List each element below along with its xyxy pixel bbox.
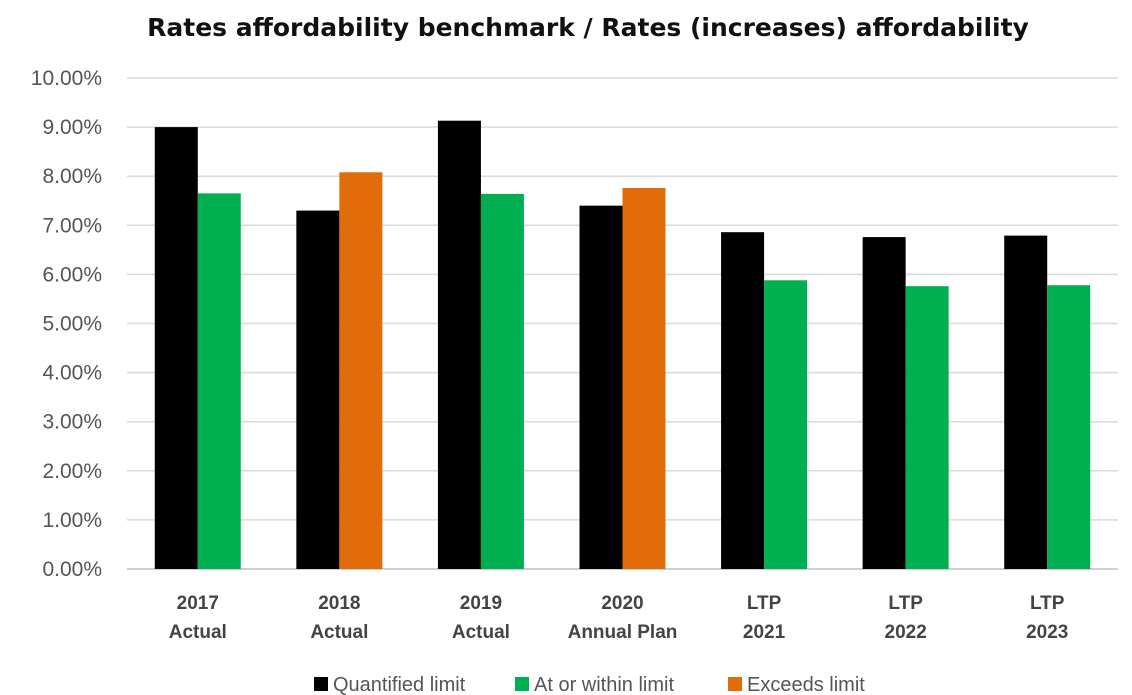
bar-quantified-limit — [154, 127, 198, 569]
x-tick-label: Actual — [310, 622, 368, 643]
x-tick-label: Actual — [169, 622, 227, 643]
bars — [154, 120, 1091, 570]
y-tick-label: 10.00% — [31, 67, 102, 90]
bar-quantified-limit — [721, 232, 765, 569]
x-axis: 2017 Actual 2018 Actual 2019 Actual 2020 Annual… — [169, 593, 1069, 643]
chart-title: Rates affordability benchmark / Rates (i… — [147, 13, 1029, 42]
y-tick-label: 4.00% — [42, 362, 102, 385]
y-tick-label: 6.00% — [42, 263, 102, 286]
legend-swatch — [314, 677, 328, 691]
legend-swatch — [515, 677, 529, 691]
y-tick-label: 0.00% — [42, 558, 102, 581]
x-tick-label: 2017 — [177, 593, 219, 614]
y-tick-label: 3.00% — [42, 411, 102, 434]
bar-exceeds-limit — [339, 172, 383, 569]
y-tick-label: 1.00% — [42, 509, 102, 532]
y-tick-label: 2.00% — [42, 460, 102, 483]
x-tick-label: 2020 — [601, 593, 643, 614]
y-tick-label: 9.00% — [42, 116, 102, 139]
x-tick-label: Actual — [452, 622, 510, 643]
bar-quantified-limit — [296, 210, 340, 569]
bar-within-limit — [480, 193, 524, 569]
x-tick-label: Annual Plan — [568, 622, 678, 643]
bar-quantified-limit — [579, 205, 623, 569]
bar-within-limit — [764, 280, 808, 569]
bar-quantified-limit — [1004, 235, 1048, 569]
legend-label: Quantified limit — [333, 674, 466, 695]
legend-swatch — [728, 677, 742, 691]
y-axis: 0.00% 1.00% 2.00% 3.00% 4.00% 5.00% 6.00% 7.00%… — [31, 67, 102, 581]
x-tick-label: LTP — [888, 593, 923, 614]
x-tick-label: 2018 — [318, 593, 360, 614]
bar-quantified-limit — [437, 120, 481, 569]
legend-label: At or within limit — [534, 674, 674, 695]
y-tick-label: 5.00% — [42, 313, 102, 336]
x-tick-label: 2023 — [1026, 622, 1068, 643]
bar-within-limit — [1047, 285, 1091, 569]
bar-exceeds-limit — [622, 187, 666, 569]
y-tick-label: 7.00% — [42, 214, 102, 237]
legend: Quantified limit At or within limit Exceed… — [314, 674, 865, 695]
legend-label: Exceeds limit — [747, 674, 865, 695]
x-tick-label: 2021 — [743, 622, 786, 643]
x-tick-label: LTP — [1030, 593, 1065, 614]
y-tick-label: 8.00% — [42, 165, 102, 188]
x-tick-label: 2022 — [885, 622, 927, 643]
bar-within-limit — [905, 286, 949, 569]
x-tick-label: 2019 — [460, 593, 502, 614]
bar-quantified-limit — [862, 237, 906, 570]
x-tick-label: LTP — [747, 593, 782, 614]
bar-within-limit — [197, 193, 241, 569]
